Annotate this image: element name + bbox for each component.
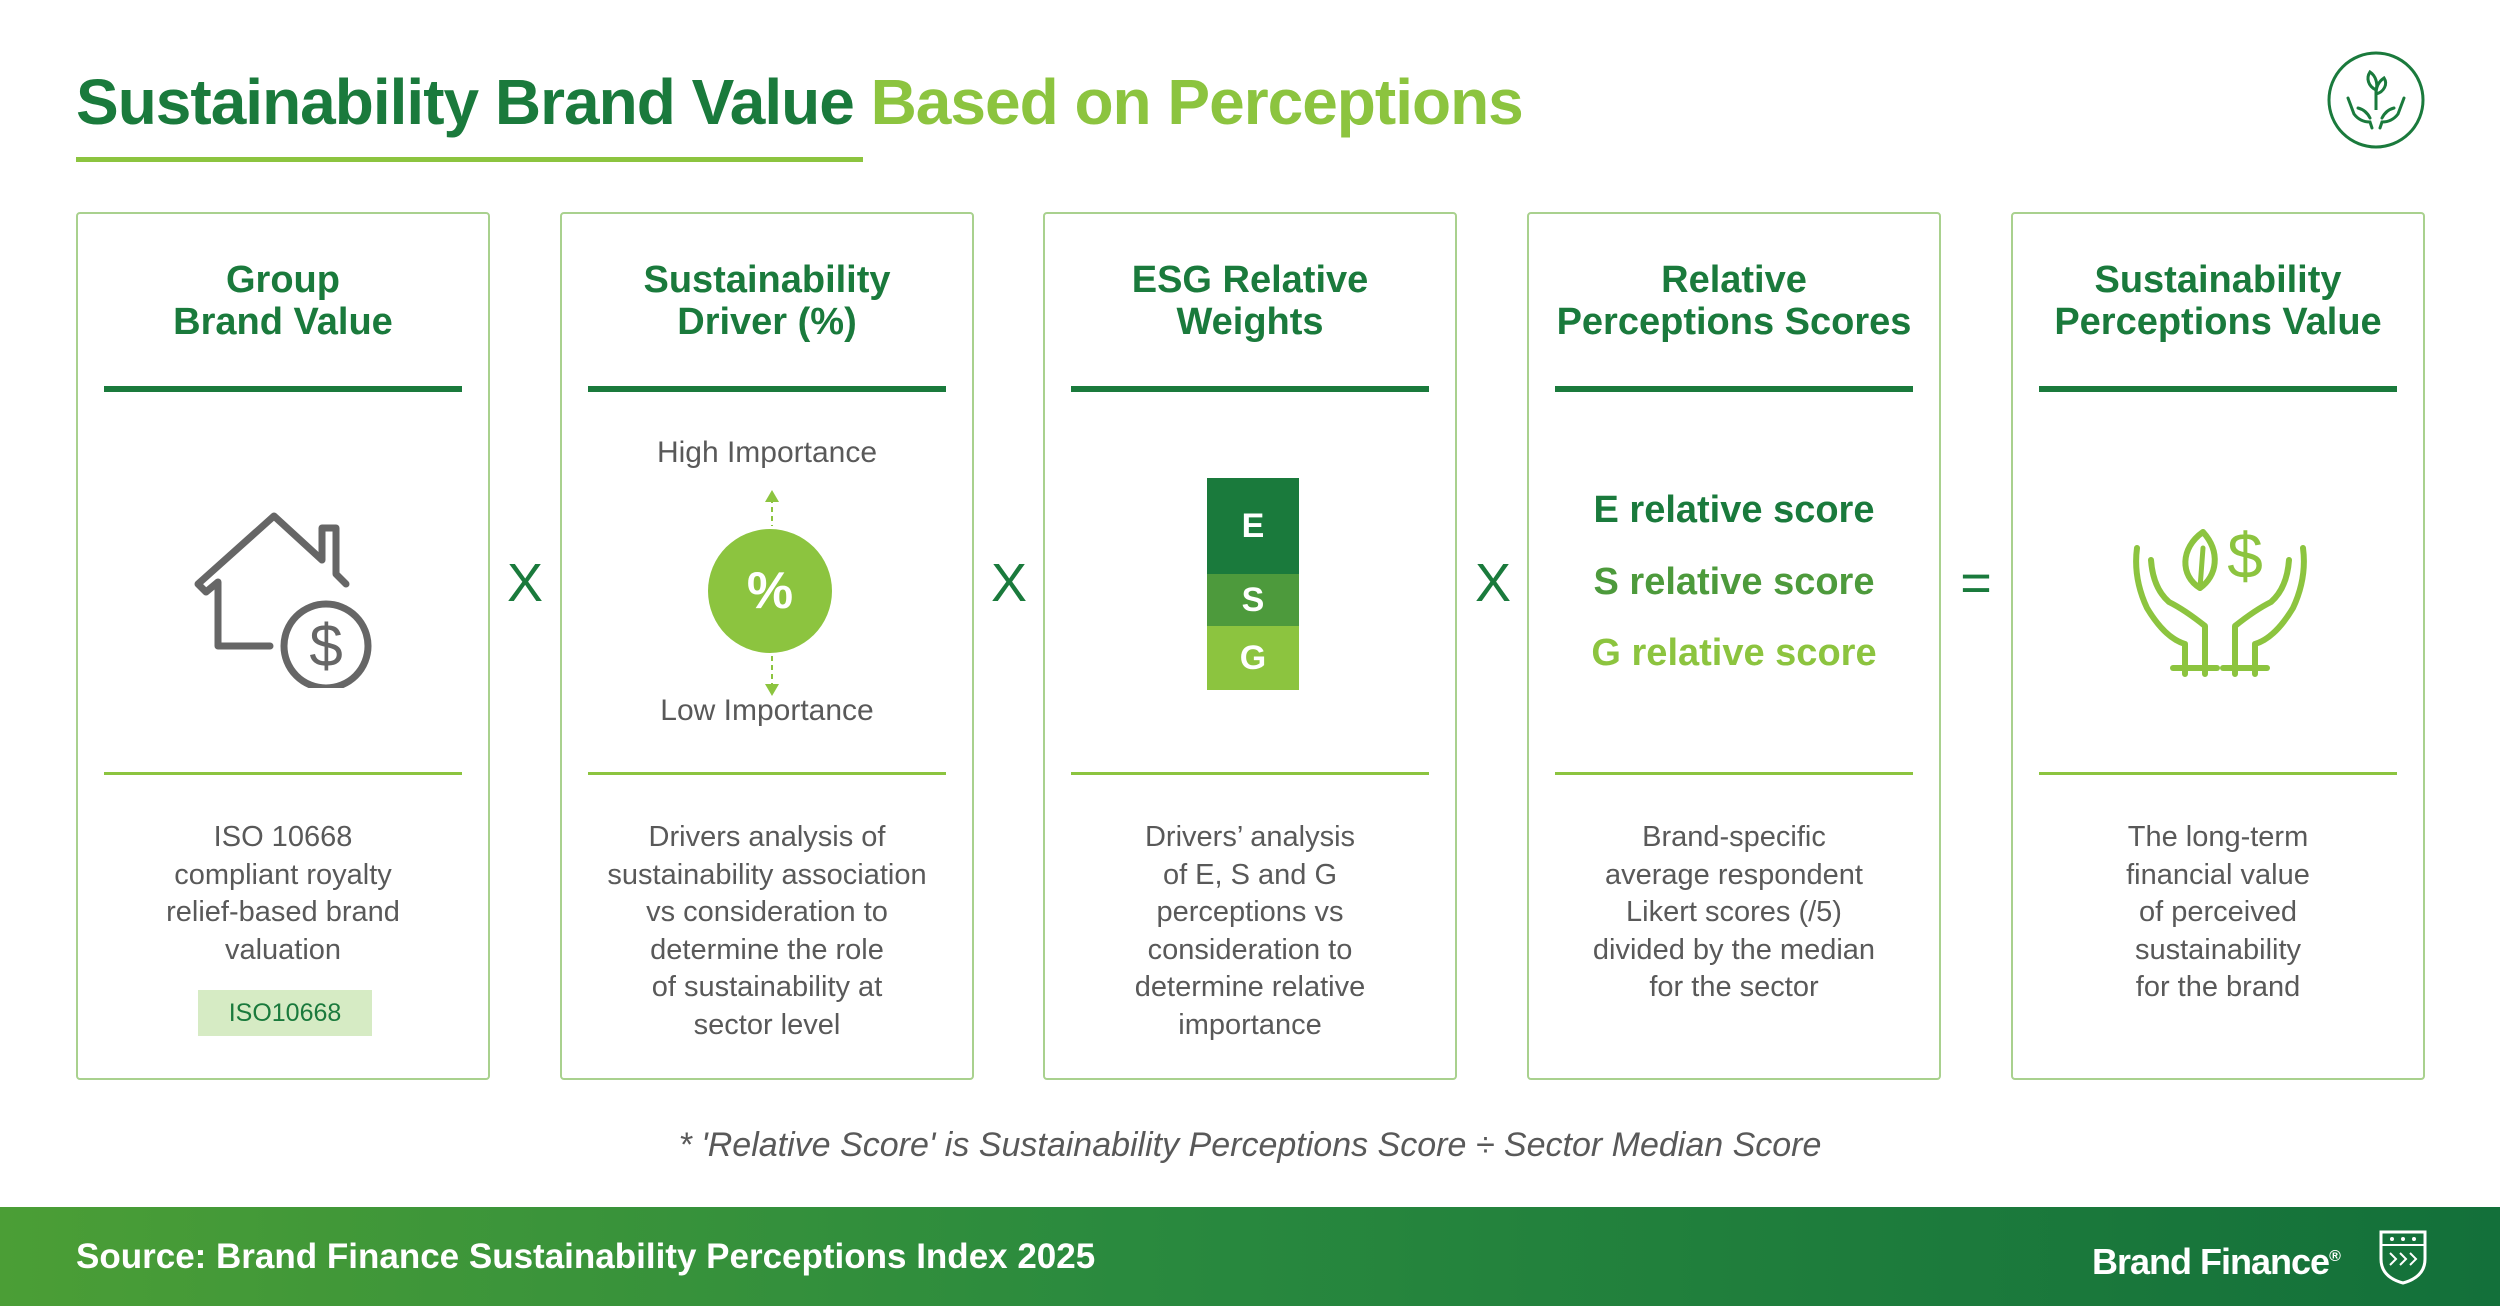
card-title: Group Brand Value — [173, 259, 393, 343]
card-description: Drivers’ analysis of E, S and G percepti… — [1134, 821, 1366, 1041]
low-importance-label: Low Importance — [660, 694, 874, 727]
footer-bar: Source: Brand Finance Sustainability Per… — [0, 1207, 2500, 1306]
percent-circle: % — [708, 529, 832, 653]
operator-multiply: X — [506, 553, 544, 613]
card-description: ISO 10668 compliant royalty relief-based… — [166, 821, 400, 966]
card-title: Sustainability Driver (%) — [643, 259, 891, 343]
hands-plant-circle-icon — [2327, 51, 2425, 149]
high-importance-label: High Importance — [656, 436, 878, 469]
card-title: Sustainability Perceptions Value — [2054, 259, 2382, 343]
divider-dark — [2039, 386, 2397, 392]
hands-plant-dollar-icon: $ — [2133, 520, 2307, 677]
divider-light — [104, 772, 462, 775]
source-text: Source: Brand Finance Sustainability Per… — [76, 1237, 1096, 1276]
card-title: Relative Perceptions Scores — [1556, 259, 1912, 343]
divider-dark — [1555, 386, 1913, 392]
operator-multiply: X — [1474, 553, 1512, 613]
card-description: Drivers analysis of sustainability assoc… — [607, 821, 927, 1041]
esg-bar-g: G — [1207, 626, 1299, 690]
divider-light — [2039, 772, 2397, 775]
divider-dark — [588, 386, 946, 392]
divider-dark — [104, 386, 462, 392]
card-relative-perceptions-scores: Relative Perceptions Scores E relative s… — [1527, 212, 1941, 1080]
g-relative-score: G relative score — [1591, 632, 1877, 674]
footnote: * 'Relative Score' is Sustainability Per… — [678, 1126, 1822, 1164]
divider-light — [1555, 772, 1913, 775]
card-description: The long-term financial value of perceiv… — [2126, 821, 2310, 1003]
operator-multiply: X — [990, 553, 1028, 613]
svg-text:$: $ — [309, 612, 342, 679]
title-underline — [76, 157, 863, 162]
house-dollar-icon: $ — [194, 512, 372, 688]
card-esg-relative-weights: ESG Relative Weights E S G Drivers’ anal… — [1043, 212, 1457, 1080]
title-part-1: Sustainability Brand Value — [76, 66, 855, 138]
crest-icon — [2379, 1230, 2427, 1285]
operator-equals: = — [1960, 553, 1992, 613]
e-relative-score: E relative score — [1593, 489, 1875, 531]
divider-dark — [1071, 386, 1429, 392]
page-title: Sustainability Brand Value Based on Perc… — [76, 62, 1524, 142]
esg-bar-s: S — [1207, 574, 1299, 626]
s-relative-score: S relative score — [1593, 561, 1875, 603]
divider-light — [1071, 772, 1429, 775]
iso-badge: ISO10668 — [198, 990, 372, 1036]
card-sustainability-driver: Sustainability Driver (%) High Importanc… — [560, 212, 974, 1080]
title-part-2: Based on Perceptions — [870, 66, 1524, 138]
importance-arrows-icon — [765, 490, 779, 696]
brand-finance-logo: Brand Finance® — [2092, 1241, 2341, 1282]
card-sustainability-perceptions-value: Sustainability Perceptions Value $ The l… — [2011, 212, 2425, 1080]
esg-bar-e: E — [1207, 478, 1299, 574]
card-description: Brand-specific average respondent Likert… — [1592, 821, 1876, 1003]
divider-light — [588, 772, 946, 775]
card-group-brand-value: Group Brand Value $ ISO 10668 compliant … — [76, 212, 490, 1080]
card-title: ESG Relative Weights — [1131, 259, 1369, 343]
svg-text:$: $ — [2227, 520, 2263, 592]
